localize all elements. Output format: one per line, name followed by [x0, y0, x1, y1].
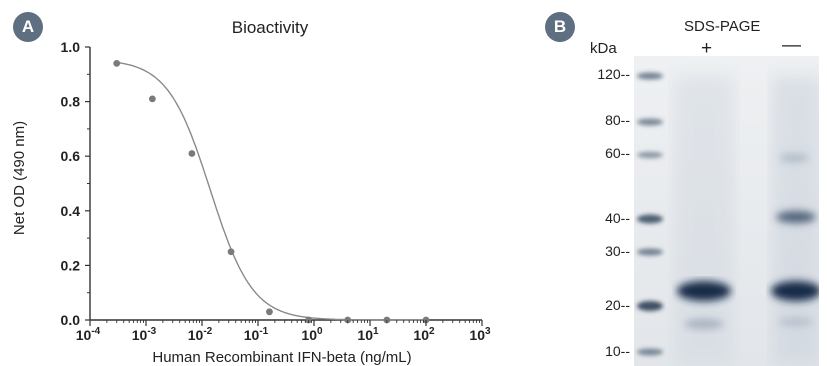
- panel-a-badge: A: [13, 12, 43, 42]
- marker-label-120: 120--: [597, 66, 630, 82]
- gel-image: [634, 56, 819, 366]
- y-tick-label: 0.0: [61, 312, 81, 328]
- ladder-band-40: [637, 214, 663, 224]
- marker-label-60: 60--: [605, 145, 630, 161]
- gel-title: SDS-PAGE: [684, 18, 761, 35]
- data-point: [113, 59, 121, 67]
- marker-ladder: [637, 72, 663, 356]
- y-axis-label: Net OD (490 nm): [11, 121, 28, 235]
- fit-curve: [116, 61, 426, 321]
- marker-label-80: 80--: [605, 112, 630, 128]
- ladder-band-20: [637, 301, 663, 311]
- lane-minus-40kda-band: [776, 211, 816, 223]
- marker-label-10: 10--: [605, 343, 630, 359]
- lane-minus-main-band: [771, 281, 819, 301]
- panel-b-badge: B: [545, 12, 575, 42]
- lane-plus-minor-band: [684, 319, 724, 329]
- ladder-band-60: [637, 151, 663, 159]
- x-tick-label: 101: [357, 326, 379, 343]
- kda-label: kDa: [590, 40, 617, 57]
- x-tick-label: 100: [301, 326, 323, 343]
- x-tick-label: 103: [469, 326, 491, 343]
- ladder-band-120: [637, 72, 663, 80]
- x-axis-label: Human Recombinant IFN-beta (ng/mL): [152, 349, 411, 366]
- x-tick-label: 102: [413, 326, 435, 343]
- lane-plus-smear: [674, 76, 734, 366]
- x-tick-label: 10-4: [76, 326, 101, 343]
- y-tick-label: 0.2: [61, 257, 81, 273]
- ladder-band-80: [637, 118, 663, 126]
- data-point: [227, 248, 235, 256]
- marker-label-20: 20--: [605, 297, 630, 313]
- y-tick-label: 1.0: [61, 39, 81, 55]
- lane-plus-main-band: [677, 281, 731, 301]
- y-tick-label: 0.8: [61, 94, 81, 110]
- y-tick-label: 0.4: [61, 203, 81, 219]
- data-point: [188, 150, 196, 157]
- x-tick-label: 10-3: [132, 326, 157, 343]
- marker-label-30: 30--: [605, 243, 630, 259]
- bioactivity-chart: Bioactivity Net OD (490 nm) Human Recomb…: [11, 18, 491, 366]
- marker-label-40: 40--: [605, 210, 630, 226]
- data-point: [266, 308, 273, 316]
- y-tick-label: 0.6: [61, 148, 81, 164]
- ladder-band-10: [637, 348, 663, 356]
- lane-label-minus: —: [782, 35, 801, 56]
- lane-label-plus: +: [701, 38, 713, 59]
- x-tick-label: 10-1: [244, 326, 269, 343]
- lane-minus-minor-band: [778, 318, 814, 326]
- chart-title: Bioactivity: [232, 18, 309, 37]
- lane-minus-60kda-band: [779, 154, 809, 162]
- data-point: [148, 95, 156, 103]
- ladder-band-30: [637, 248, 663, 256]
- x-tick-label: 10-2: [188, 326, 213, 343]
